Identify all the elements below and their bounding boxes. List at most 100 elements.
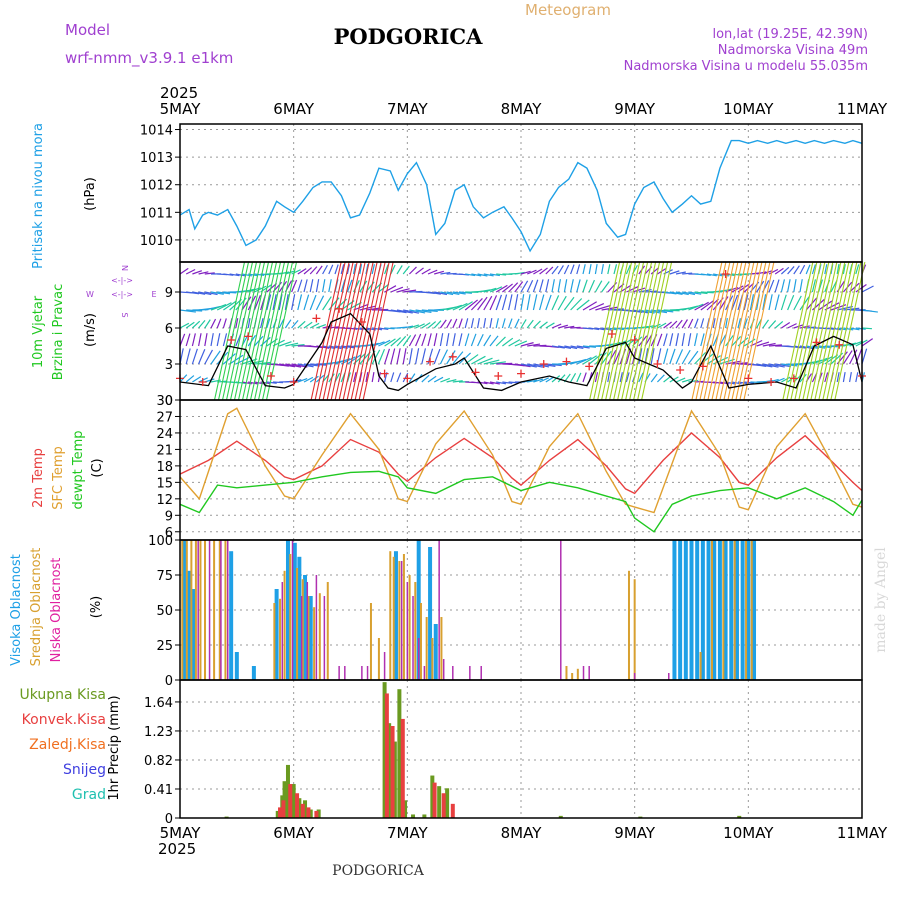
cloud-bar <box>274 589 279 680</box>
y-tick-label: 9 <box>165 286 173 301</box>
wind-arrow <box>675 349 684 365</box>
precip-bar <box>450 803 455 818</box>
cloud-bar <box>369 603 372 680</box>
wind-arrow <box>830 327 841 331</box>
cloud-bar <box>197 540 199 680</box>
wind-arrow <box>551 265 559 275</box>
wind-arrow <box>508 282 519 293</box>
wind-arrow <box>526 319 534 329</box>
wind-gust-marker <box>448 352 457 361</box>
wind-arrow <box>372 341 385 347</box>
wind-arrow <box>415 333 422 347</box>
wind-arrow <box>532 279 539 293</box>
y-tick-label: 1014 <box>140 124 173 139</box>
wind-arrow <box>576 264 581 275</box>
wind-arrow <box>353 303 369 311</box>
wind-gust-marker <box>835 340 844 349</box>
wind-arrow <box>582 279 588 293</box>
wind-gust-marker <box>244 332 253 341</box>
wind-arrow <box>235 273 246 277</box>
wind-arrow <box>762 319 770 329</box>
wind-arrow <box>309 266 318 275</box>
cloud-bar <box>746 540 751 680</box>
wind-arrow <box>452 333 456 347</box>
wind-arrow <box>818 355 833 365</box>
wind-arrow <box>365 264 369 275</box>
wind-arrow <box>433 348 441 365</box>
cloud-bar <box>213 540 216 680</box>
wind-arrow <box>315 279 320 293</box>
wind-arrow <box>408 373 416 383</box>
wind-arrow <box>309 322 320 329</box>
wind-arrow <box>842 264 846 275</box>
wind-arrow <box>688 291 702 295</box>
precip-bar <box>281 800 286 818</box>
wind-arrow <box>233 261 266 401</box>
cloud-bar <box>398 561 401 680</box>
wind-arrow <box>279 341 292 347</box>
wind-arrow <box>545 363 562 367</box>
wind-arrow <box>390 264 396 275</box>
wind-arrow <box>514 271 525 275</box>
cloud-bar <box>292 542 297 680</box>
panel-border <box>179 261 863 401</box>
wind-gust-marker <box>585 362 594 371</box>
cloud-bar <box>408 575 411 680</box>
cloud-bar <box>307 596 310 680</box>
cloud-bar <box>301 579 304 680</box>
wind-arrow <box>185 375 195 383</box>
wind-arrow <box>334 345 348 349</box>
wind-arrow <box>384 348 391 365</box>
cloud-bar <box>181 540 184 680</box>
wind-arrow <box>221 261 254 401</box>
wind-arrow <box>328 264 334 275</box>
wind-arrow <box>663 321 672 329</box>
cloud-bar <box>326 582 329 680</box>
y-tick-label: 0 <box>165 812 173 827</box>
wind-arrow <box>706 273 717 277</box>
wind-arrow <box>563 279 568 293</box>
wind-arrow <box>650 267 660 275</box>
wind-arrow <box>483 318 487 329</box>
cloud-bar <box>199 540 202 680</box>
wind-arrow <box>532 320 541 329</box>
wind-arrow <box>806 345 820 350</box>
wind-arrow <box>186 291 200 295</box>
wind-arrow <box>390 286 404 293</box>
wind-arrow <box>241 296 252 311</box>
wind-arrow <box>483 273 494 277</box>
wind-arrow <box>291 279 298 293</box>
cloud-bar <box>218 540 221 680</box>
cloud-bar <box>338 666 340 680</box>
wind-arrow <box>179 333 186 347</box>
pressure-panel: 1010 1011 1012 1013 1014 <box>140 124 863 262</box>
wind-arrow <box>650 348 655 365</box>
wind-arrow <box>179 267 189 275</box>
wind-arrow <box>663 291 677 295</box>
wind-arrow <box>204 319 211 329</box>
wind-arrow <box>216 333 221 347</box>
wind-arrow <box>719 273 730 277</box>
wind-arrow <box>495 336 506 347</box>
wind-arrow <box>545 294 552 311</box>
wind-arrow <box>501 294 508 311</box>
precip-legend-item: Zaledj.Kisa <box>29 737 106 753</box>
wind-arrow <box>576 279 581 293</box>
wind-arrow <box>415 267 424 275</box>
cloud-bar <box>438 540 440 680</box>
wind-arrow <box>314 261 346 401</box>
cloud-bar <box>185 540 188 680</box>
wind-arrow <box>687 333 692 347</box>
wind-arrow <box>340 279 346 293</box>
wind-gust-marker <box>539 360 548 368</box>
wind-arrow <box>446 291 460 296</box>
cloud-bar <box>273 603 276 680</box>
wind-arrow <box>241 288 255 293</box>
y-tick-label: 1012 <box>140 179 173 194</box>
wind-gust-marker <box>812 338 821 347</box>
cloud-bar <box>723 540 728 680</box>
y-tick-label: 50 <box>156 604 173 619</box>
cloud-bar <box>226 540 229 680</box>
cloud-bar <box>752 540 757 680</box>
wind-arrow <box>477 357 493 365</box>
